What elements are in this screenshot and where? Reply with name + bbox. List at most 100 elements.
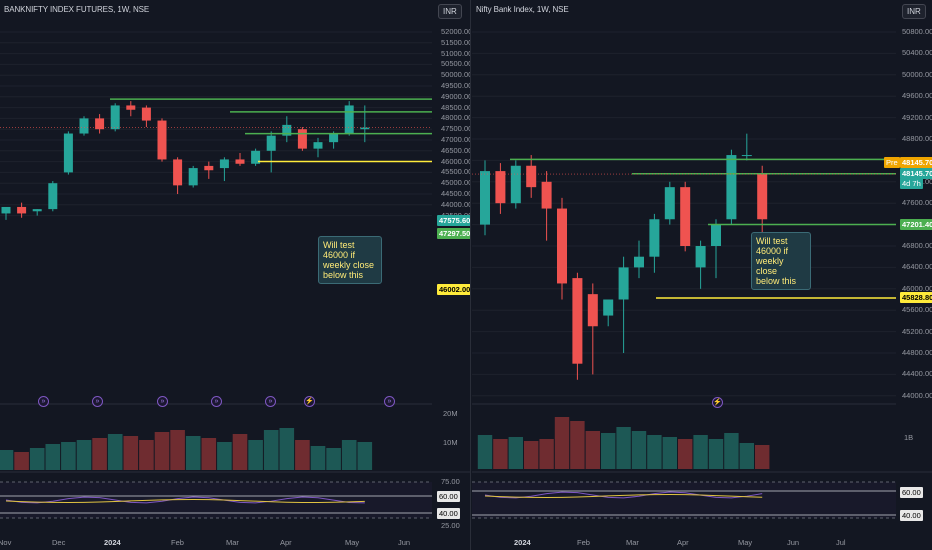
candle-body <box>526 165 537 188</box>
rsi-label-60: 60.00 <box>900 487 923 498</box>
dividend-event-icon[interactable]: » <box>38 396 49 407</box>
x-label-dec: Dec <box>52 538 66 547</box>
price-axis-label: 50800.00 <box>902 27 932 36</box>
volume-bar <box>279 428 295 470</box>
x-label-mar: Mar <box>226 538 239 547</box>
x-label-2024: 2024 <box>514 538 531 547</box>
x-label-jun: Jun <box>787 538 800 547</box>
rsi-line <box>484 491 763 499</box>
candle-body <box>188 168 198 186</box>
price-axis-label: 49200.00 <box>902 112 932 122</box>
left-chart-canvas[interactable] <box>0 0 471 550</box>
volume-bar <box>631 431 647 469</box>
candle-body <box>48 183 58 210</box>
volume-bar <box>341 440 357 470</box>
price-axis-label: 46800.00 <box>902 241 932 250</box>
x-label-apr: Apr <box>677 538 689 547</box>
volume-bar <box>45 444 61 470</box>
candle-body <box>572 278 583 364</box>
right-chart-canvas[interactable] <box>472 0 932 550</box>
candle-body <box>251 150 261 164</box>
dividend-event-icon[interactable]: » <box>211 396 222 407</box>
candle-body <box>141 107 151 121</box>
candle-body <box>603 299 614 316</box>
rsi-ma-line <box>484 494 763 498</box>
volume-bar <box>678 439 693 469</box>
volume-bar <box>708 439 724 469</box>
volume-bar <box>185 436 201 470</box>
chart-pane-right[interactable]: Nifty Bank Index, 1W, NSE INR 50800.00 50… <box>472 0 932 550</box>
lightning-icon[interactable]: ⚡ <box>304 396 315 407</box>
x-label-feb: Feb <box>171 538 184 547</box>
candle-body <box>495 171 506 204</box>
volume-bar <box>170 430 185 470</box>
currency-badge[interactable]: INR <box>902 4 926 19</box>
price-axis-label: 47600.00 <box>902 198 932 208</box>
dividend-event-icon[interactable]: » <box>265 396 276 407</box>
lightning-icon[interactable]: ⚡ <box>712 397 723 408</box>
volume-bar <box>724 433 739 469</box>
candle-body <box>480 171 490 225</box>
volume-bar <box>217 442 232 470</box>
candle-body <box>329 133 339 143</box>
candle-body <box>173 159 183 186</box>
price-axis-label: 46400.00 <box>902 262 932 272</box>
price-axis-label: 44000.00 <box>902 390 932 400</box>
price-axis-label: 45600.00 <box>902 305 932 315</box>
x-label-2024: 2024 <box>104 538 121 547</box>
volume-bar <box>76 440 92 470</box>
candle-body <box>360 127 370 130</box>
candle-body <box>282 124 292 136</box>
price-axis-label: 47000.00 <box>441 135 471 144</box>
candle-body <box>204 165 214 171</box>
volume-bar <box>755 445 770 469</box>
volume-bar <box>508 437 523 469</box>
candle-body <box>664 187 675 220</box>
candle-body <box>344 105 354 134</box>
candle-body <box>510 165 521 204</box>
price-axis-label: 45000.00 <box>441 178 471 188</box>
candle-body <box>126 105 136 110</box>
yellow-level-tag: 46002.00 <box>437 284 471 295</box>
candle-body <box>1 206 11 214</box>
candle-body <box>219 159 229 169</box>
chart-pane-left[interactable]: BANKNIFTY INDEX FUTURES, 1W, NSE INR 520… <box>0 0 471 550</box>
pre-market-badge: Pre <box>884 157 900 168</box>
price-axis-label: 45200.00 <box>902 326 932 336</box>
price-axis-label: 46000.00 <box>902 283 932 293</box>
volume-bar <box>123 436 139 470</box>
price-axis-label: 49600.00 <box>902 91 932 101</box>
symbol-title[interactable]: Nifty Bank Index, 1W, NSE <box>476 5 569 14</box>
price-axis-label: 48000.00 <box>441 113 471 123</box>
volume-bar <box>201 438 217 470</box>
annotation-note[interactable]: Will test 46000 if weekly close below th… <box>318 236 382 284</box>
volume-bar <box>647 435 662 469</box>
pre-market-price-tag: 48145.70 <box>900 157 932 168</box>
price-axis-label: 44500.00 <box>441 189 471 198</box>
symbol-title[interactable]: BANKNIFTY INDEX FUTURES, 1W, NSE <box>4 5 150 14</box>
candle-body <box>587 294 598 327</box>
candle-body <box>313 142 323 149</box>
volume-bar <box>29 448 45 470</box>
volume-bar <box>248 440 263 470</box>
currency-badge[interactable]: INR <box>438 4 462 19</box>
candle-body <box>157 120 167 160</box>
candle-body <box>634 256 644 268</box>
candle-body <box>95 118 105 130</box>
volume-bar <box>139 440 154 470</box>
dividend-event-icon[interactable]: » <box>157 396 168 407</box>
x-label-may: May <box>345 538 360 547</box>
annotation-note[interactable]: Will test 46000 if weekly close below th… <box>751 232 811 290</box>
volume-bar <box>0 450 14 470</box>
candle-body <box>32 209 42 212</box>
yellow-level-tag: 45828.80 <box>900 292 932 303</box>
price-axis-label: 51000.00 <box>441 48 471 58</box>
price-axis-label: 45500.00 <box>441 167 471 177</box>
volume-axis-label: 20M <box>443 409 458 418</box>
candle-body <box>79 118 89 134</box>
dividend-event-icon[interactable]: » <box>92 396 103 407</box>
dividend-event-icon[interactable]: » <box>384 396 395 407</box>
price-axis-label: 50000.00 <box>902 69 932 79</box>
volume-bar <box>585 431 600 469</box>
price-axis-label: 44800.00 <box>902 348 932 357</box>
